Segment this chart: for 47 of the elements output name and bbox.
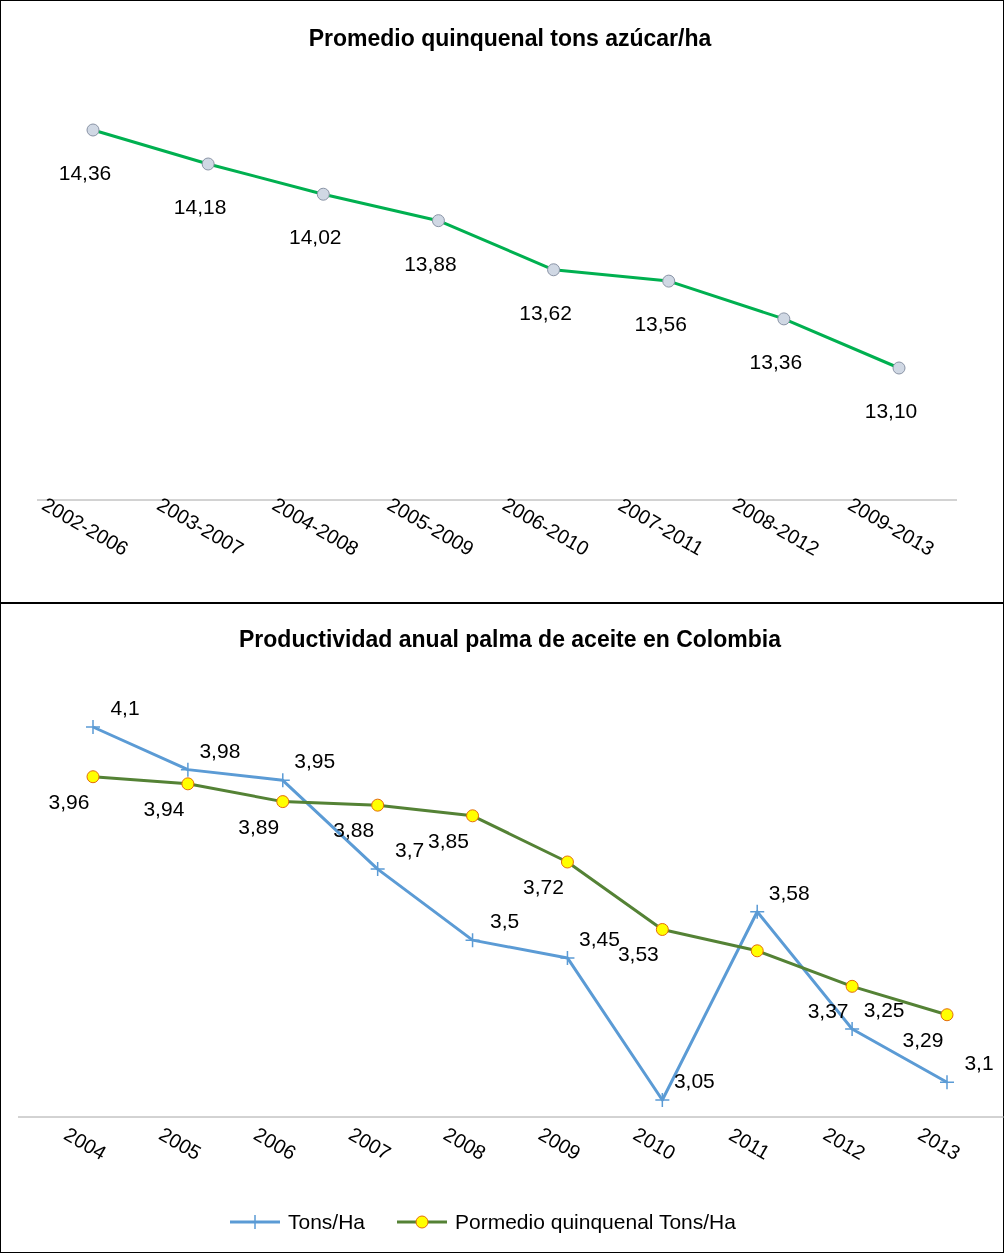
data-label: 3,1 [964,1051,994,1075]
point [85,719,101,735]
data-label: 14,18 [173,195,227,218]
data-label: 14,02 [289,225,342,249]
data-label: 3,29 [902,1027,944,1051]
data-label: 3,96 [48,789,90,813]
x-tick-label: 2012 [819,1122,870,1165]
legend-label: Pormedio quinquenal Tons/Ha [455,1210,737,1233]
data-label: 3,58 [768,880,810,904]
data-label: 3,25 [863,997,905,1021]
x-tick-label: 2007 [345,1122,395,1165]
point [559,950,576,966]
data-label: 13,62 [519,300,572,324]
data-label: 3,89 [238,814,280,838]
data-label: 4,1 [110,696,140,719]
x-tick-label: 2006 [250,1122,300,1165]
data-label: 3,94 [143,796,185,820]
data-label: 13,56 [634,312,687,336]
x-tick-label: 2013 [914,1122,965,1165]
point [844,1021,860,1037]
point [654,1092,671,1108]
data-label: 3,72 [523,874,564,898]
point [464,932,481,948]
x-tick-label: 2011 [725,1123,774,1164]
x-tick-label: 2008 [440,1122,490,1165]
data-label: 13,88 [404,251,457,275]
x-tick-label: 2005 [155,1122,205,1165]
data-label: 3,95 [294,749,336,773]
chart-title: Promedio quinquenal tons azúcar/ha [308,25,712,51]
data-label: 13,10 [864,399,918,422]
data-label: 3,05 [673,1069,715,1092]
point [939,1074,955,1090]
legend-label: Tons/Ha [288,1210,366,1233]
point [369,861,386,877]
data-label: 3,7 [395,838,425,862]
data-label: 3,85 [428,828,469,852]
data-label: 14,36 [58,161,112,184]
data-label: 13,36 [749,349,803,373]
x-tick-label: 2010 [629,1122,680,1165]
chart-title: Productividad anual palma de aceite en Colombia [239,626,782,652]
data-label: 3,88 [333,818,375,842]
x-tick-label: 2009 [534,1122,585,1165]
data-label: 3,98 [199,738,241,762]
data-label: 3,5 [489,909,520,933]
data-label: 3,45 [579,926,620,950]
x-tick-label: 2004 [60,1122,111,1165]
point [749,903,765,920]
